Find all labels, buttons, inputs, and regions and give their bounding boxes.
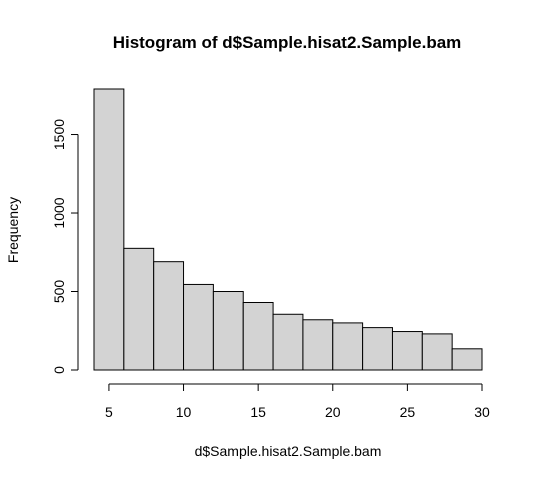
histogram-bar-3: [183, 283, 214, 371]
y-tick-label-1500: 1500: [51, 119, 67, 150]
x-tick-label-25: 25: [400, 404, 416, 420]
histogram-bar-8: [332, 322, 364, 371]
histogram-bar-1: [123, 247, 155, 371]
x-tick-label-5: 5: [105, 404, 113, 420]
x-tick-label-15: 15: [250, 404, 266, 420]
histogram-bar-9: [362, 327, 393, 371]
x-tick-label-20: 20: [325, 404, 341, 420]
bars-group: [93, 88, 483, 371]
x-tick-label-10: 10: [176, 404, 192, 420]
histogram-bar-0: [93, 88, 125, 371]
histogram-bar-10: [391, 331, 423, 371]
y-tick-label-500: 500: [51, 280, 67, 304]
y-axis: 0 500 1000 1500: [51, 119, 79, 374]
histogram-bar-11: [421, 333, 453, 371]
histogram-bar-2: [153, 261, 185, 371]
y-tick-label-0: 0: [51, 366, 67, 374]
histogram-bar-4: [212, 291, 244, 371]
x-axis: 5 10 15 20 25 30: [105, 383, 490, 420]
histogram-bar-7: [302, 319, 334, 371]
x-tick-label-30: 30: [474, 404, 490, 420]
chart-title: Histogram of d$Sample.hisat2.Sample.bam: [113, 33, 462, 52]
histogram-bar-5: [242, 301, 274, 371]
y-axis-label: Frequency: [5, 197, 21, 263]
histogram-bar-6: [272, 313, 304, 371]
x-axis-label: d$Sample.hisat2.Sample.bam: [195, 443, 382, 459]
y-tick-label-1000: 1000: [51, 197, 67, 228]
histogram-bar-12: [451, 348, 483, 371]
